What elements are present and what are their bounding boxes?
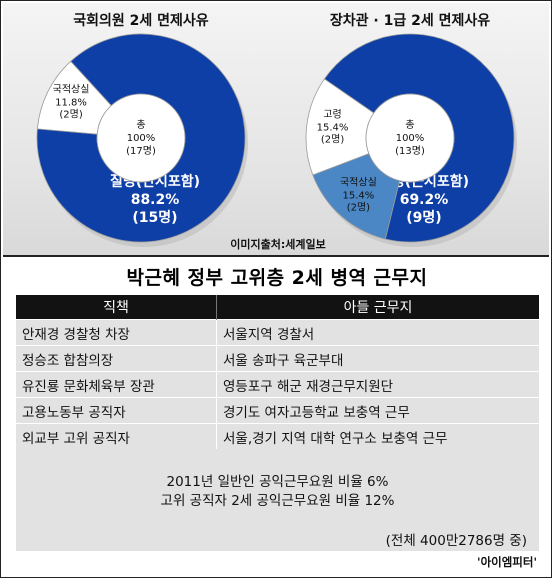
slice-percent: 11.8% (55, 97, 87, 108)
workplace-cell: 서울 송파구 육군부대 (216, 345, 539, 372)
slice-label: 국적상실 (340, 176, 377, 188)
position-cell: 고용노동부 공직자 (16, 397, 217, 424)
center-total-label: 총 (136, 119, 145, 131)
table-row: 고용노동부 공직자 경기도 여자고등학교 보충역 근무 (16, 397, 539, 424)
table-header-row: 직책 아들 근무지 (16, 295, 539, 320)
workplace-cell: 경기도 여자고등학교 보충역 근무 (216, 397, 539, 424)
total-note: (전체 400만2786명 중) (385, 533, 527, 549)
chart-panel: 질병(난시포함) 88.2% (15명) 국적상실 11.8% (2명) 총 100% (17명… (3, 3, 549, 257)
center-total-label: 총 (405, 119, 414, 131)
chart-title: 국회의원 2세 면제사유 (73, 12, 209, 29)
workplace-cell: 영등포구 해군 재경근무지원단 (216, 371, 539, 398)
table-row: 안재경 경찰청 차장 서울지역 경찰서 (16, 319, 539, 346)
center-total-count: (17명) (126, 145, 156, 157)
table-row: 외교부 고위 공직자 서울,경기 지역 대학 연구소 보충역 근무 (16, 423, 539, 449)
chart-title: 장차관 · 1급 2세 면제사유 (330, 12, 490, 29)
slice-percent: 15.4% (342, 190, 374, 201)
center-total-percent: 100% (396, 133, 425, 144)
ratio-stats: 2011년 일반인 공익근무요원 비율 6% 고위 공직자 2세 공익근무요원 … (16, 473, 539, 511)
header-son-workplace: 아들 근무지 (216, 295, 539, 320)
workplace-cell: 서울,경기 지역 대학 연구소 보충역 근무 (216, 423, 539, 449)
workplace-cell: 서울지역 경찰서 (216, 319, 539, 346)
slice-count: (9명) (406, 209, 441, 226)
position-cell: 외교부 고위 공직자 (16, 423, 217, 449)
slice-percent: 88.2% (131, 192, 180, 208)
table-row: 유진룡 문화체육부 장관 영등포구 해군 재경근무지원단 (16, 371, 539, 398)
donut-hole (96, 93, 186, 183)
stat-general: 2011년 일반인 공익근무요원 비율 6% (166, 474, 389, 490)
position-cell: 유진룡 문화체육부 장관 (16, 371, 217, 398)
slice-count: (2명) (347, 201, 370, 213)
slice-label: 국적상실 (53, 83, 90, 95)
table-title: 박근혜 정부 고위층 2세 병역 근무지 (126, 267, 428, 289)
slice-percent: 15.4% (317, 123, 349, 134)
center-total-percent: 100% (127, 133, 156, 144)
duty-table: 직책 아들 근무지 안재경 경찰청 차장 서울지역 경찰서 정승조 합참의장 서… (16, 295, 539, 449)
slice-count: (15명) (132, 209, 177, 226)
duty-table-panel: 직책 아들 근무지 안재경 경찰청 차장 서울지역 경찰서 정승조 합참의장 서… (16, 295, 539, 551)
center-total-count: (13명) (395, 145, 425, 157)
stat-officials: 고위 공직자 2세 공익근무요원 비율 12% (160, 493, 395, 509)
position-cell: 안재경 경찰청 차장 (16, 319, 217, 346)
slice-count: (2명) (321, 134, 344, 146)
position-cell: 정승조 합참의장 (16, 345, 217, 372)
brand-mark: '아이엠피터' (477, 555, 537, 569)
table-row: 정승조 합참의장 서울 송파구 육군부대 (16, 345, 539, 372)
slice-percent: 69.2% (400, 192, 449, 208)
header-position: 직책 (16, 295, 217, 320)
slice-count: (2명) (59, 108, 82, 120)
slice-label: 고령 (323, 109, 341, 121)
donut-charts: 질병(난시포함)88.2%(15명)국적상실11.8%(2명)총100%(17명… (36, 12, 517, 251)
donut-hole (365, 93, 455, 183)
image-credit: 이미지출처:세계일보 (230, 237, 325, 251)
